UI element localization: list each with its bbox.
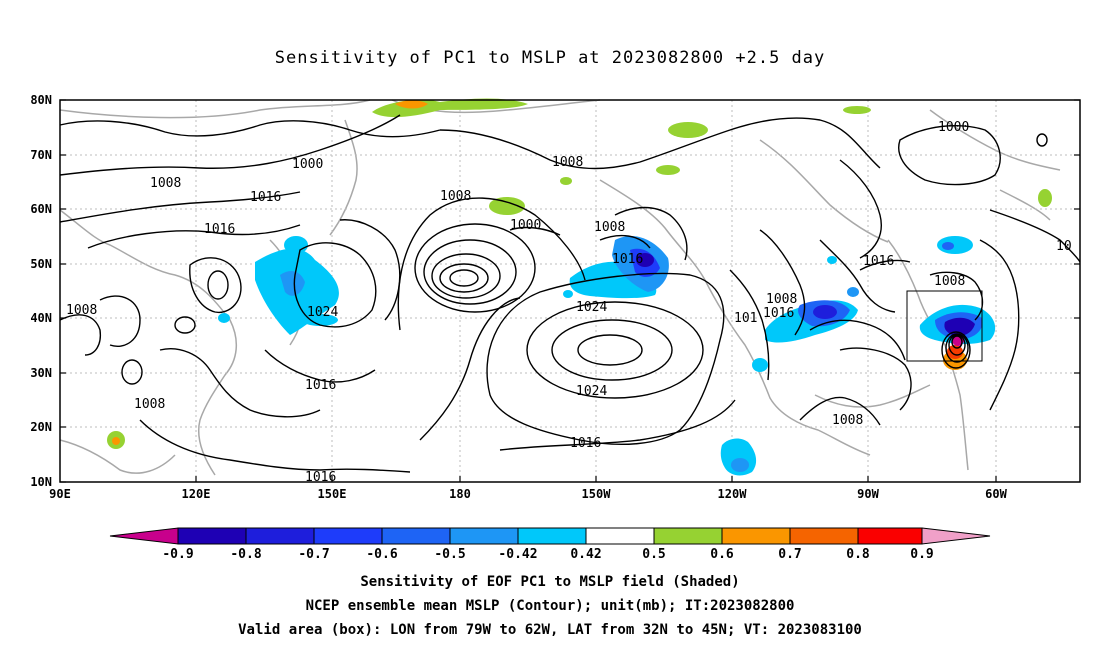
colorbar-segment [721,527,791,545]
longitude-labels: 90E 120E 150E 180 150W 120W 90W 60W [49,487,1007,501]
sensitivity-shading [107,98,1052,476]
colorbar-label: -0.8 [230,547,261,562]
contour-label: 1016 [863,254,894,269]
colorbar-label: 0.42 [570,547,601,562]
colorbar-label: -0.5 [434,547,465,562]
lon-label: 150E [318,487,347,501]
contour-label: 1008 [766,292,797,307]
contour-label: 1008 [594,220,625,235]
lon-label: 120E [182,487,211,501]
contour-label: 1000 [938,120,969,135]
colorbar-label: 0.8 [846,547,870,562]
colorbar-segment [653,527,723,545]
contour-label: 1008 [66,303,97,318]
footer-line-3: Valid area (box): LON from 79W to 62W, L… [238,622,862,638]
contour-label: 1000 [510,218,541,233]
contour-label: 1024 [307,305,338,320]
contour-label: 1016 [570,436,601,451]
contour-label: 1016 [305,378,336,393]
colorbar-label: 0.6 [710,547,734,562]
colorbar-label: -0.7 [298,547,329,562]
contour-label: 1008 [832,413,863,428]
colorbar-segment [789,527,859,545]
coastlines [59,99,1061,476]
latitude-labels: 80N 70N 60N 50N 40N 30N 20N 10N [30,93,52,489]
lat-label: 80N [30,93,52,107]
colorbar-segment [585,527,655,545]
colorbar-segment [381,527,451,545]
lon-label: 90E [49,487,71,501]
colorbar-label: -0.9 [162,547,193,562]
contour-label: 1016 [612,252,643,267]
contour-label: 1024 [576,300,607,315]
contour-label: 1000 [292,157,323,172]
footer-line-1: Sensitivity of EOF PC1 to MSLP field (Sh… [360,574,740,590]
contour-label: 1016 [204,222,235,237]
lon-label: 150W [582,487,612,501]
lat-label: 50N [30,257,52,271]
lat-label: 30N [30,366,52,380]
plot-frame [59,99,1081,483]
mslp-contours [59,114,1081,473]
contour-label: 10 [1056,239,1072,254]
contour-label: 1008 [934,274,965,289]
colorbar-segment [313,527,383,545]
map-title: Sensitivity of PC1 to MSLP at 2023082800… [274,48,826,68]
colorbar-label: 0.7 [778,547,801,562]
contour-labels: 1000 1008 1016 1016 1008 1008 1000 1008 … [66,120,1072,485]
colorbar-segment [245,527,315,545]
colorbar-segment [517,527,587,545]
footer-line-2: NCEP ensemble mean MSLP (Contour); unit(… [305,598,795,614]
lat-label: 60N [30,202,52,216]
lon-label: 90W [857,487,879,501]
lat-label: 20N [30,420,52,434]
colorbar-segment [177,527,247,545]
axis-ticks [60,99,1080,483]
lon-label: 120W [718,487,748,501]
contour-label: 1008 [150,176,181,191]
contour-label: 1008 [134,397,165,412]
colorbar: -0.9 -0.8 -0.7 -0.6 -0.5 -0.42 0.42 0.5 … [109,527,991,562]
lat-label: 40N [30,311,52,325]
lon-label: 60W [985,487,1007,501]
colorbar-label: -0.6 [366,547,397,562]
colorbar-label: 0.5 [642,547,665,562]
colorbar-segment [449,527,519,545]
contour-label: 1008 [440,189,471,204]
valid-area-box [906,290,983,362]
contour-label: 101 [734,311,757,326]
colorbar-segment [857,527,923,545]
colorbar-label: -0.42 [498,547,537,562]
contour-label: 1008 [552,155,583,170]
lat-label: 10N [30,475,52,489]
lon-label: 180 [449,487,471,501]
colorbar-right-triangle [921,527,991,545]
contour-label: 1016 [763,306,794,321]
colorbar-label: 0.9 [910,547,933,562]
colorbar-left-triangle [109,527,179,545]
lat-label: 70N [30,148,52,162]
contour-label: 1024 [576,384,607,399]
contour-label: 1016 [250,190,281,205]
